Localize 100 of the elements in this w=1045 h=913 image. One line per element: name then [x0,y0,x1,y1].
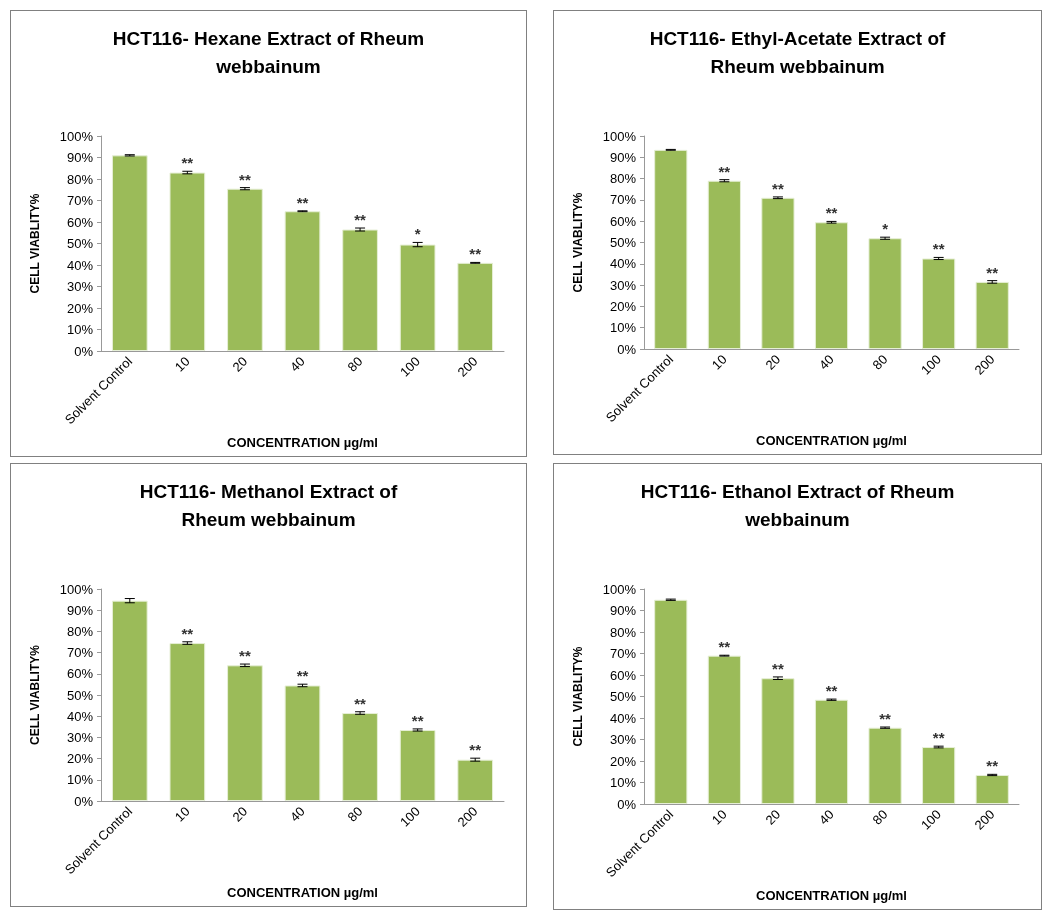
y-tick-label: 0% [617,341,637,357]
x-tick-label: 100 [397,803,423,830]
x-tick-label: 20 [229,353,251,375]
y-tick-label: 0% [617,796,637,812]
y-tick-label: 50% [66,687,94,703]
bar [975,281,1009,349]
y-tick-label: 50% [609,689,637,704]
chart-title: HCT116- Methanol Extract of Rheum webbainum [139,480,398,530]
y-tick-label: 70% [609,646,637,661]
bar [169,643,206,801]
annotation: ** [825,682,838,700]
x-tick-label: 40 [286,803,308,825]
annotation: ** [296,193,309,211]
y-tick-label: 10% [66,322,94,337]
y-tick-label: 30% [66,729,94,745]
x-tick-label: 80 [869,351,891,373]
x-tick-label: 200 [971,351,998,378]
annotation: ** [986,263,999,281]
y-tick-label: 60% [66,666,94,682]
annotation: ** [718,162,731,180]
y-tick-label: 80% [609,171,637,187]
y-tick-label: 90% [66,602,94,618]
y-tick-label: 40% [609,256,637,272]
x-tick-label: 40 [286,353,308,375]
y-tick-label: 60% [609,667,637,683]
x-tick-label: 20 [762,806,784,828]
y-tick-label: 20% [66,751,94,767]
bar [111,600,148,801]
x-tick-label: 80 [344,353,366,375]
annotation: ** [879,710,892,728]
x-tick-label: 80 [344,803,366,825]
chart-title: HCT116- Hexane Extract of Rheum webbainum [112,27,425,77]
y-tick-label: 0% [74,343,94,359]
y-tick-label: 10% [609,775,637,790]
y-tick-label: 40% [66,708,94,724]
y-axis-title: CELL VIABLITY% [571,646,585,747]
annotation: ** [772,659,784,677]
y-tick-label: 80% [609,624,637,640]
bar [399,244,436,351]
bar [707,180,741,349]
x-tick-label: 20 [762,351,784,373]
y-tick-label: 20% [66,300,94,316]
y-axis-title: CELL VIABLITY% [28,193,42,294]
x-axis-title: CONCENTRATION µg/ml [227,435,378,450]
bar [922,258,956,349]
annotation: * [414,225,421,243]
y-tick-label: 100% [602,128,637,144]
x-tick-label: 80 [869,806,891,828]
bar [868,238,902,349]
annotation: ** [354,694,367,712]
annotation: ** [772,179,784,197]
x-axis-title: CONCENTRATION µg/ml [756,433,907,448]
annotation: ** [411,711,424,729]
y-tick-label: 70% [66,645,94,661]
x-tick-label: 10 [171,803,193,825]
annotation: ** [239,170,251,188]
x-tick-label: 10 [708,351,730,373]
bar [111,155,148,351]
annotation: ** [986,757,999,775]
y-tick-label: 70% [609,192,637,208]
y-tick-label: 100% [59,128,94,144]
y-tick-label: 40% [66,257,94,273]
chart-title: HCT116- Ethyl-Acetate Extract of Rheum webbainum [649,27,946,77]
bar [922,747,956,804]
x-tick-label: 10 [708,806,730,828]
bar [342,713,378,801]
bar [284,685,321,801]
y-tick-label: 40% [609,710,637,726]
annotation: ** [825,204,838,222]
x-tick-label: 200 [454,353,481,380]
bar [814,699,849,804]
x-tick-label: 40 [815,351,837,373]
x-tick-label: 200 [971,806,998,833]
y-tick-label: 60% [66,214,94,230]
bar [284,211,321,351]
y-axis-title: CELL VIABLITY% [28,644,42,745]
x-axis-title: CONCENTRATION µg/ml [756,888,907,903]
x-tick-label: 40 [815,806,837,828]
x-tick-label: 100 [918,806,944,833]
annotation: ** [932,729,945,747]
annotation: ** [469,741,482,759]
y-tick-label: 30% [66,279,94,294]
y-tick-label: 30% [609,277,637,293]
y-tick-label: 100% [59,581,94,597]
y-tick-label: 90% [609,149,637,165]
annotation: ** [718,638,731,656]
bar [169,172,206,351]
y-tick-label: 10% [609,320,637,336]
y-tick-label: 50% [609,235,637,250]
y-tick-label: 10% [66,772,94,788]
x-tick-label: 200 [454,803,481,830]
chart-title: HCT116- Ethanol Extract of Rheum webbainum [640,480,955,530]
annotation: ** [296,667,309,685]
y-tick-label: 80% [66,171,94,187]
bar [654,599,688,804]
x-tick-label: 100 [397,353,423,380]
y-tick-label: 80% [66,623,94,639]
annotation: ** [181,624,194,642]
x-tick-label: 10 [171,353,193,375]
bar [457,262,494,351]
